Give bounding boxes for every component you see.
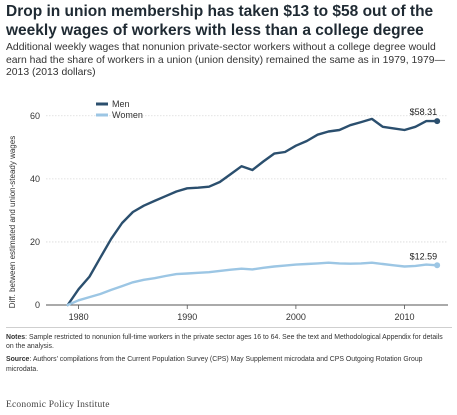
publisher-logo: Economic Policy Institute: [6, 400, 110, 410]
line-chart: 0 20 40 60 1980 1990 2000 2010 $58.31 $12.59 Me…: [8, 99, 448, 322]
series-line-women: [66, 261, 439, 307]
source-text: : Authors' compilations from the Current…: [6, 356, 423, 373]
y-tick-label: 40: [30, 174, 40, 184]
end-point-women: [434, 262, 441, 269]
y-tick-labels: 0 20 40 60: [30, 111, 40, 310]
y-tick-label: 20: [30, 237, 40, 247]
legend-label-men: Men: [112, 99, 130, 109]
end-point-men: [434, 118, 441, 125]
data-label-women: $12.59: [410, 251, 438, 261]
divider: [6, 327, 452, 328]
y-axis-title: Diff. between estimated and union-steady…: [8, 136, 17, 308]
notes-label: Notes: [6, 334, 26, 341]
notes-line: Notes: Sample restricted to nonunion ful…: [6, 333, 452, 351]
notes-block: Notes: Sample restricted to nonunion ful…: [6, 333, 452, 378]
series-lines: [66, 117, 439, 307]
notes-text: : Sample restricted to nonunion full-tim…: [6, 334, 443, 351]
data-label-men: $58.31: [410, 107, 438, 117]
y-tick-label: 60: [30, 111, 40, 121]
source-line: Source: Authors' compilations from the C…: [6, 355, 452, 373]
chart-subtitle: Additional weekly wages that nonunion pr…: [6, 42, 445, 79]
source-label: Source: [6, 356, 30, 364]
x-tick-label: 2000: [286, 312, 306, 322]
end-markers: $58.31 $12.59: [410, 107, 441, 269]
x-tick-label: 2010: [395, 312, 415, 322]
y-tick-label: 0: [35, 300, 40, 310]
series-line-men: [66, 117, 439, 307]
chart-title: Drop in union membership has taken $13 t…: [6, 3, 434, 39]
x-tick-label: 1980: [69, 312, 89, 322]
gridlines: [46, 115, 448, 306]
x-tick-labels: 1980 1990 2000 2010: [69, 305, 415, 322]
x-tick-label: 1990: [177, 312, 197, 322]
legend-label-women: Women: [112, 110, 143, 120]
